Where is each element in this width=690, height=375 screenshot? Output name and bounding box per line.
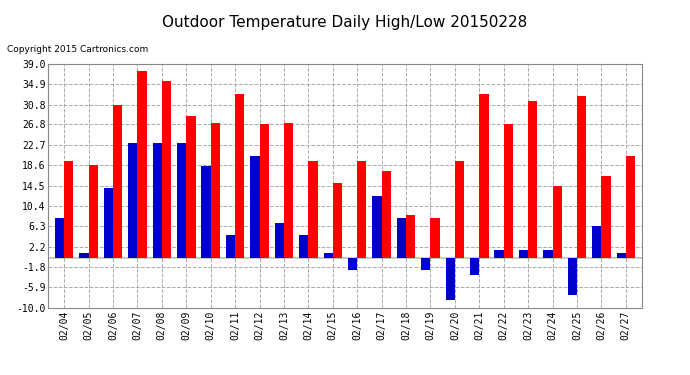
Bar bbox=[397, 218, 406, 258]
Bar bbox=[275, 223, 284, 258]
Bar bbox=[226, 236, 235, 258]
Bar bbox=[626, 156, 635, 258]
Bar bbox=[421, 258, 431, 270]
Bar bbox=[446, 258, 455, 300]
Bar bbox=[88, 165, 98, 258]
Bar bbox=[382, 171, 391, 258]
Bar bbox=[210, 123, 220, 258]
Bar bbox=[470, 258, 480, 275]
Bar bbox=[528, 101, 538, 258]
Bar bbox=[308, 161, 317, 258]
Bar bbox=[235, 94, 244, 258]
Bar bbox=[480, 94, 489, 258]
Bar bbox=[577, 96, 586, 258]
Bar bbox=[519, 250, 528, 258]
Bar bbox=[333, 183, 342, 258]
Bar bbox=[543, 250, 553, 258]
Bar bbox=[568, 258, 577, 295]
Bar bbox=[617, 253, 626, 258]
Bar bbox=[602, 176, 611, 258]
Bar bbox=[592, 226, 602, 258]
Bar bbox=[79, 253, 88, 258]
Bar bbox=[357, 161, 366, 258]
Bar bbox=[55, 218, 64, 258]
Text: Outdoor Temperature Daily High/Low 20150228: Outdoor Temperature Daily High/Low 20150… bbox=[162, 15, 528, 30]
Bar bbox=[259, 124, 269, 258]
Bar bbox=[162, 81, 171, 258]
Bar bbox=[113, 105, 122, 258]
Bar bbox=[553, 186, 562, 258]
Bar bbox=[455, 161, 464, 258]
Bar bbox=[373, 196, 382, 258]
Bar bbox=[128, 143, 137, 258]
Bar bbox=[299, 236, 308, 258]
Bar bbox=[406, 216, 415, 258]
Bar bbox=[284, 123, 293, 258]
Bar bbox=[137, 71, 147, 258]
Bar bbox=[177, 143, 186, 258]
Bar bbox=[152, 143, 162, 258]
Bar bbox=[250, 156, 259, 258]
Bar bbox=[431, 218, 440, 258]
Bar bbox=[348, 258, 357, 270]
Bar bbox=[201, 166, 210, 258]
Bar bbox=[324, 253, 333, 258]
Bar bbox=[104, 188, 113, 258]
Bar bbox=[64, 161, 73, 258]
Bar bbox=[186, 116, 195, 258]
Text: Copyright 2015 Cartronics.com: Copyright 2015 Cartronics.com bbox=[7, 45, 148, 54]
Bar bbox=[504, 124, 513, 258]
Bar bbox=[495, 250, 504, 258]
